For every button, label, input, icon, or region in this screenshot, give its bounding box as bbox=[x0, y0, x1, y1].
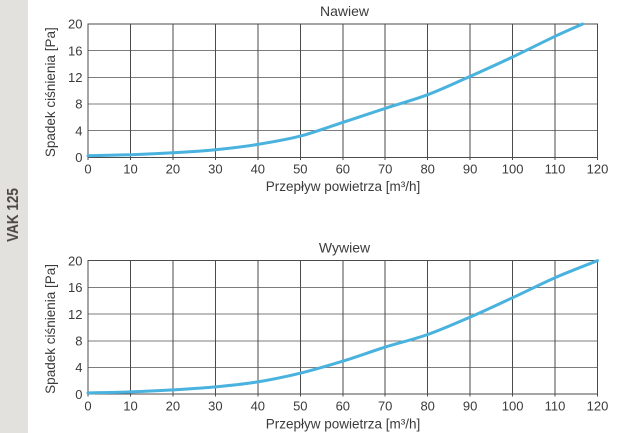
svg-text:0: 0 bbox=[84, 398, 91, 413]
svg-text:30: 30 bbox=[208, 398, 222, 413]
svg-text:20: 20 bbox=[166, 162, 180, 177]
svg-text:70: 70 bbox=[378, 398, 392, 413]
svg-text:110: 110 bbox=[545, 162, 566, 177]
svg-text:12: 12 bbox=[68, 307, 82, 322]
svg-text:Spadek ciśnienia [Pa]: Spadek ciśnienia [Pa] bbox=[43, 264, 58, 394]
svg-text:0: 0 bbox=[75, 387, 82, 402]
svg-text:8: 8 bbox=[75, 97, 82, 112]
svg-text:10: 10 bbox=[123, 398, 137, 413]
svg-text:90: 90 bbox=[463, 398, 477, 413]
svg-text:40: 40 bbox=[251, 162, 265, 177]
svg-text:4: 4 bbox=[75, 123, 82, 138]
svg-text:80: 80 bbox=[420, 162, 434, 177]
svg-text:90: 90 bbox=[463, 162, 477, 177]
svg-text:50: 50 bbox=[293, 162, 307, 177]
svg-text:4: 4 bbox=[75, 360, 82, 375]
svg-text:Przepływ powietrza [m³/h]: Przepływ powietrza [m³/h] bbox=[266, 179, 421, 194]
svg-text:80: 80 bbox=[420, 398, 434, 413]
svg-text:20: 20 bbox=[68, 17, 82, 32]
svg-text:0: 0 bbox=[75, 150, 82, 165]
svg-text:30: 30 bbox=[208, 162, 222, 177]
svg-text:120: 120 bbox=[587, 398, 609, 413]
svg-text:60: 60 bbox=[336, 162, 350, 177]
svg-text:16: 16 bbox=[68, 280, 82, 295]
svg-text:10: 10 bbox=[123, 162, 137, 177]
svg-text:100: 100 bbox=[502, 162, 524, 177]
svg-text:100: 100 bbox=[502, 398, 524, 413]
svg-text:12: 12 bbox=[68, 70, 82, 85]
svg-text:40: 40 bbox=[251, 398, 265, 413]
svg-text:Nawiew: Nawiew bbox=[320, 3, 370, 19]
svg-text:110: 110 bbox=[545, 398, 566, 413]
svg-text:70: 70 bbox=[378, 162, 392, 177]
svg-text:0: 0 bbox=[84, 162, 91, 177]
svg-text:16: 16 bbox=[68, 43, 82, 58]
svg-text:50: 50 bbox=[293, 398, 307, 413]
svg-text:20: 20 bbox=[68, 253, 82, 268]
svg-text:8: 8 bbox=[75, 334, 82, 349]
svg-text:Spadek ciśnienia [Pa]: Spadek ciśnienia [Pa] bbox=[43, 27, 58, 157]
svg-text:60: 60 bbox=[336, 398, 350, 413]
svg-text:20: 20 bbox=[166, 398, 180, 413]
svg-text:Przepływ powietrza [m³/h]: Przepływ powietrza [m³/h] bbox=[266, 417, 421, 432]
svg-text:120: 120 bbox=[587, 162, 609, 177]
svg-text:Wywiew: Wywiew bbox=[319, 239, 371, 255]
